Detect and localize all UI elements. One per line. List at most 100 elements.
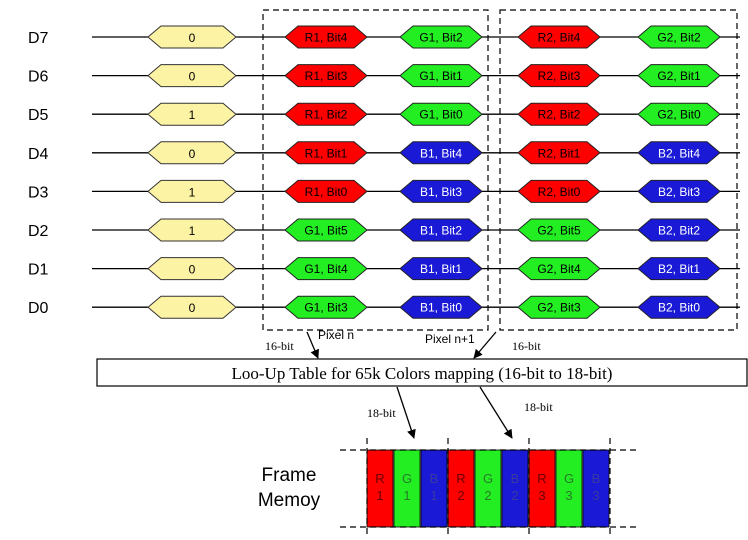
constant-bit-cell [147,64,237,88]
bus-label-d3: D3 [28,184,49,201]
bit-cell-label: R1, Bit1 [305,146,348,160]
constant-bit-value: 0 [189,301,196,315]
bus-label-d1: D1 [28,262,49,279]
bit-cell-label: G1, Bit2 [419,31,463,45]
constant-bit-value: 0 [189,70,196,84]
bit-cell-green [284,218,368,242]
bit-cell-label: R2, Bit2 [538,108,581,122]
constant-bit-value: 0 [189,31,196,45]
bit-cell-label: R2, Bit3 [538,69,581,83]
memory-cell-letter: B [592,471,601,486]
bus-label-d2: D2 [28,223,49,240]
bit-cell-blue [637,218,721,242]
memory-cell-letter: G [483,471,493,486]
lut-box [96,358,748,387]
bit-cell-label: R1, Bit0 [305,185,348,199]
lut-label: Loo-Up Table for 65k Colors mapping (16-… [232,364,613,383]
bit-cell-label: B2, Bit1 [658,262,700,276]
bit-cell-label: G2, Bit2 [657,31,701,45]
memory-cell-blue [501,449,529,528]
bit-cell-red [517,141,601,165]
bit-cell-label: G1, Bit5 [304,224,348,238]
bit-cell-green [637,25,721,49]
input-16bit-label-right: 16-bit [512,339,541,353]
bit-cell-label: G2, Bit3 [537,301,581,315]
bit-cell-red [517,25,601,49]
frame-memory-label-line2: Memoy [258,490,321,511]
memory-cell-red [528,449,556,528]
memory-cell-number: 3 [592,488,599,503]
bit-cell-green [517,295,601,319]
constant-bit-value: 1 [189,224,196,238]
constant-bit-cell [147,218,237,242]
memory-cell-letter: G [564,471,574,486]
output-18bit-label-left: 18-bit [367,406,396,420]
bit-cell-label: G1, Bit4 [304,262,348,276]
arrow-lut-to-memory-left [396,386,416,439]
memory-cell-letter: B [430,471,439,486]
pixel-n1-label: Pixel n+1 [425,332,475,346]
bit-cell-label: B2, Bit3 [658,185,700,199]
memory-cell-green [555,449,583,528]
constant-bit-cell [147,295,237,319]
bit-cell-label: B1, Bit3 [420,185,462,199]
memory-cell-green [393,449,421,528]
bit-cell-blue [399,257,483,281]
frame-memory-label-line1: Frame [262,465,317,486]
bit-cell-blue [399,218,483,242]
constant-bit-value: 1 [189,108,196,122]
constant-bit-cell [147,257,237,281]
memory-cell-number: 1 [430,488,437,503]
bit-cell-label: G2, Bit5 [537,224,581,238]
bit-cell-label: B1, Bit0 [420,301,462,315]
bit-cell-red [284,179,368,203]
bit-cell-label: G1, Bit0 [419,108,463,122]
arrow-pixel-n1-to-lut [473,331,497,359]
bit-cell-red [284,25,368,49]
bit-cell-blue [399,295,483,319]
arrow-pixel-n-to-lut [306,331,319,359]
memory-cell-number: 3 [565,488,572,503]
memory-cell-letter: G [402,471,412,486]
memory-cell-number: 2 [511,488,518,503]
bit-cell-green [399,64,483,88]
constant-bit-cell [147,102,237,126]
bit-cell-green [284,257,368,281]
constant-bit-cell [147,25,237,49]
bit-cell-green [637,102,721,126]
bit-cell-label: R1, Bit4 [305,31,348,45]
bit-cell-blue [637,179,721,203]
bus-label-d4: D4 [28,146,49,163]
bit-cell-blue [637,141,721,165]
memory-cell-number: 2 [484,488,491,503]
constant-bit-value: 0 [189,263,196,277]
pixel-n1-group-box [499,9,738,331]
bit-cell-red [517,179,601,203]
constant-bit-cell [147,179,237,203]
bit-cell-red [284,141,368,165]
bit-cell-label: B1, Bit2 [420,224,462,238]
bit-cell-blue [399,141,483,165]
bit-cell-blue [637,257,721,281]
bit-cell-label: R1, Bit3 [305,69,348,83]
bit-cell-blue [399,179,483,203]
memory-cell-number: 1 [376,488,383,503]
memory-cell-letter: R [456,471,465,486]
bit-cell-label: R2, Bit0 [538,185,581,199]
bit-cell-label: B1, Bit4 [420,146,462,160]
memory-cell-letter: R [537,471,546,486]
bit-cell-green [517,257,601,281]
bit-cell-green [399,25,483,49]
bit-cell-label: G1, Bit3 [304,301,348,315]
bit-cell-green [399,102,483,126]
memory-cell-number: 3 [538,488,545,503]
pixel-n-label: Pixel n [318,328,354,342]
constant-bit-value: 1 [189,185,196,199]
memory-cell-number: 2 [457,488,464,503]
bit-cell-label: G2, Bit1 [657,69,701,83]
bit-cell-blue [637,295,721,319]
bus-label-d5: D5 [28,107,49,124]
output-18bit-label-right: 18-bit [524,400,553,414]
